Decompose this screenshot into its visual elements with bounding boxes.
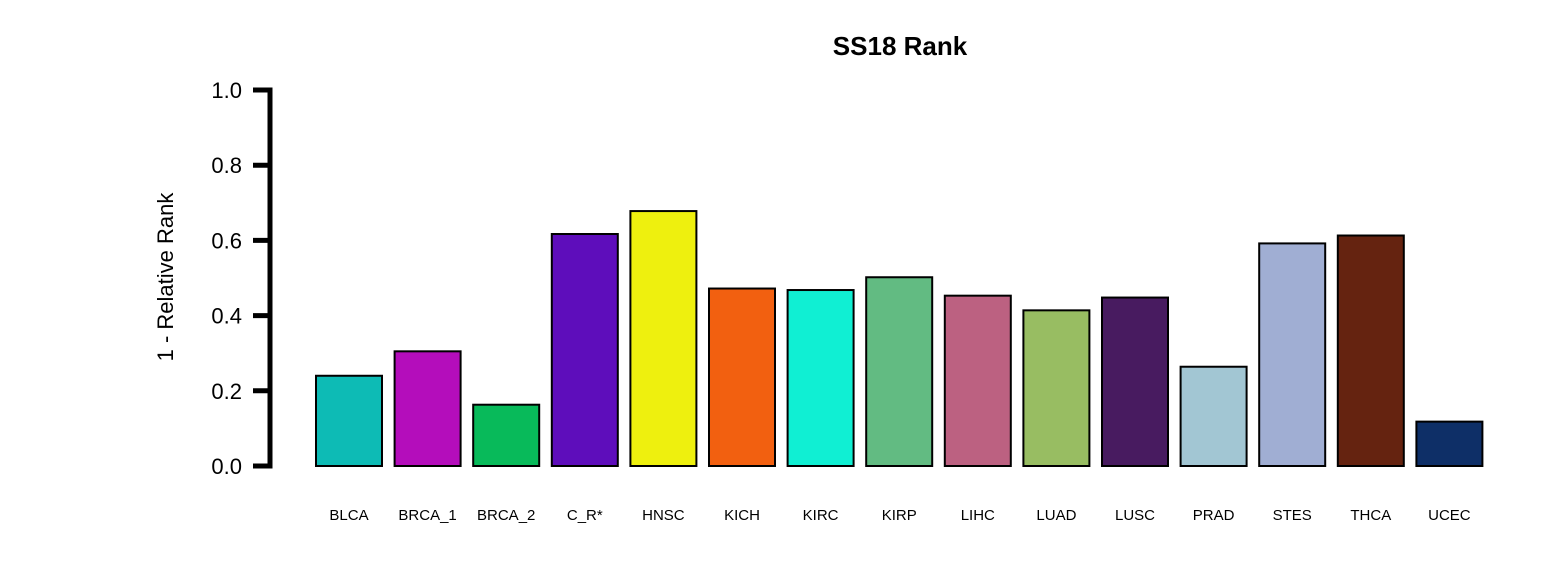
y-axis-label: 1 - Relative Rank [153, 192, 178, 362]
bar-blca [315, 374, 383, 468]
bar-brca-1 [393, 350, 462, 468]
bar-c-r- [550, 233, 619, 467]
bar-kich [708, 287, 776, 468]
x-tick-label: BRCA_2 [477, 507, 535, 524]
x-tick-label: C_R* [567, 507, 603, 524]
x-axis-tick-labels: BLCA BRCA_1 BRCA_2 C_R* HNSC KICH KIRC KIRP LIHC… [329, 507, 1470, 524]
y-tick-label: 0.2 [211, 379, 242, 404]
bars [315, 210, 1484, 468]
bar-kirp [865, 276, 934, 467]
x-tick-label: LUSC [1115, 507, 1155, 524]
x-tick-label: PRAD [1193, 507, 1235, 524]
x-tick-label: STES [1273, 507, 1312, 524]
bar-kirc [786, 289, 855, 468]
y-tick-label: 0.0 [211, 454, 242, 479]
x-tick-label: BLCA [329, 507, 368, 524]
bar-ucec [1415, 420, 1484, 467]
x-tick-label: UCEC [1428, 507, 1471, 524]
x-tick-label: BRCA_1 [398, 507, 456, 524]
x-tick-label: HNSC [642, 507, 685, 524]
bar-prad [1179, 365, 1248, 467]
x-tick-label: KIRC [803, 507, 839, 524]
bar-hnsc [629, 210, 698, 467]
y-axis: 0.0 0.2 0.4 0.6 0.8 1.0 [211, 78, 273, 479]
bar-brca-2 [472, 403, 541, 468]
x-tick-label: LUAD [1036, 507, 1076, 524]
x-tick-label: KIRP [882, 507, 917, 524]
bar-thca [1336, 234, 1405, 467]
y-tick-label: 0.6 [211, 228, 242, 253]
chart-title: SS18 Rank [833, 31, 968, 61]
x-tick-label: KICH [724, 507, 760, 524]
bar-lusc [1101, 296, 1169, 467]
y-tick-label: 1.0 [211, 78, 242, 103]
y-tick-label: 0.8 [211, 153, 242, 178]
x-tick-label: LIHC [961, 507, 995, 524]
x-tick-label: THCA [1350, 507, 1391, 524]
y-tick-label: 0.4 [211, 304, 242, 329]
bar-luad [1022, 309, 1091, 467]
bar-lihc [943, 294, 1012, 467]
bar-stes [1258, 242, 1327, 467]
